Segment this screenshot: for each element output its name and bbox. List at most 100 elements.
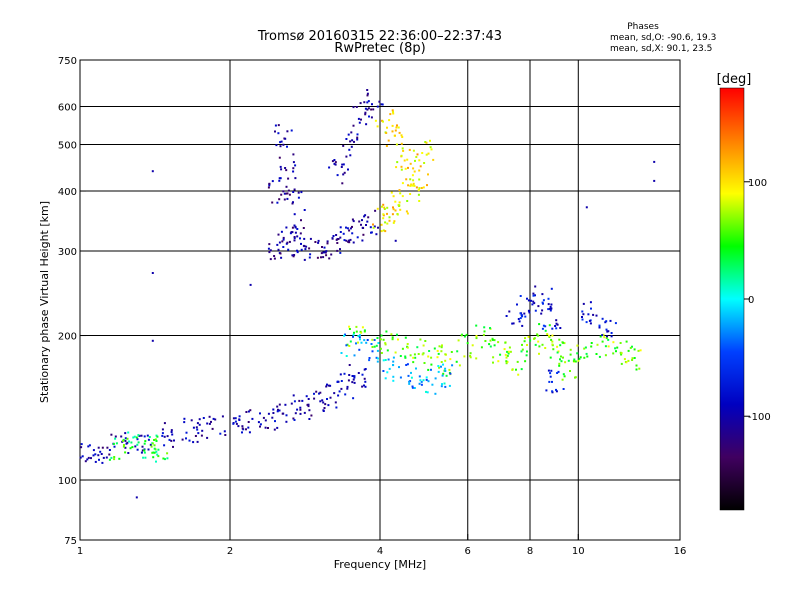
data-point-2-3-13 [302, 244, 305, 247]
data-point-2-11-0 [274, 124, 277, 127]
data-point-2-1-6 [280, 230, 283, 233]
data-point-3-8-11 [424, 141, 427, 143]
data-point-2-7-7 [348, 239, 350, 242]
data-point-4-9-3 [506, 354, 509, 357]
data-point-0-6-3 [212, 417, 215, 420]
data-point-0-1-10 [99, 450, 102, 453]
data-point-6-4-7 [550, 369, 553, 372]
data-point-3-0-12 [388, 219, 391, 222]
data-point-0-8-8 [245, 428, 247, 431]
data-point-6-0-13 [519, 317, 522, 320]
data-point-4-10-11 [526, 350, 528, 353]
y-tick-label-3: 300 [58, 247, 77, 258]
data-point-6-3-3 [541, 327, 544, 330]
data-point-0-7-0 [238, 415, 241, 418]
data-point-0-2-11 [108, 449, 111, 451]
data-point-1-3-12 [162, 457, 165, 460]
data-point-3-5-4 [404, 167, 407, 170]
data-point-4-2-4 [401, 347, 404, 350]
data-point-5-1-12 [377, 357, 379, 360]
data-point-0-13-3 [335, 406, 338, 409]
data-point-5-5-4 [443, 382, 446, 385]
data-point-2-16-2 [366, 101, 369, 104]
data-point-0-14-0 [353, 375, 356, 378]
data-point-2-15-4 [364, 113, 367, 116]
data-point-6-1-0 [526, 297, 528, 300]
data-point-2-9-4 [278, 179, 281, 182]
data-point-6-2-4 [547, 308, 550, 311]
data-point-5-5-12 [441, 383, 443, 386]
data-point-0-15-3 [348, 374, 351, 376]
data-point-2-11-2 [279, 141, 282, 144]
data-point-2-0-12 [269, 258, 272, 261]
data-point-4-0-10 [361, 326, 364, 329]
data-point-2-13-3 [340, 166, 343, 168]
data-point-0-7-5 [232, 417, 235, 420]
data-point-2-7-2 [352, 220, 355, 223]
data-point-1-1-4 [129, 447, 132, 450]
data-point-2-9-3 [283, 198, 286, 201]
data-point-4-17-8 [631, 359, 634, 361]
data-point-0-6-8 [197, 432, 200, 435]
data-point-0-12-5 [313, 392, 315, 395]
data-point-5-0-3 [343, 334, 346, 337]
data-point-2-16-7 [366, 92, 369, 95]
data-point-4-1-9 [379, 347, 382, 350]
data-point-2-14-8 [356, 138, 359, 141]
data-point-0-6-1 [202, 417, 205, 419]
data-point-6-1-2 [534, 294, 536, 297]
data-point-2-9-5 [283, 192, 286, 195]
data-point-2-15-1 [352, 124, 355, 127]
data-point-1-2-4 [148, 436, 151, 438]
data-point-6-5-9 [581, 318, 584, 321]
data-point-0-10-7 [293, 400, 296, 403]
data-point-2-5-8 [325, 250, 328, 253]
data-point-4-15-1 [607, 338, 610, 341]
data-point-3-4-9 [409, 162, 412, 165]
data-point-2-14-0 [345, 155, 348, 158]
data-point-0-11-7 [307, 398, 310, 400]
data-point-0-9-9 [259, 423, 262, 426]
data-point-5-1-5 [376, 360, 379, 363]
data-point-4-15-4 [603, 336, 606, 339]
data-point-4-10-2 [529, 339, 532, 342]
data-point-3-2-6 [392, 206, 394, 209]
data-point-1-3-2 [155, 460, 157, 463]
data-point-4-16-10 [619, 342, 622, 344]
data-point-2-1-4 [292, 255, 295, 258]
data-point-4-1-4 [379, 338, 382, 341]
data-point-3-2-3 [398, 189, 401, 192]
data-point-4-9-6 [520, 350, 523, 353]
data-point-4-14-11 [576, 344, 579, 347]
data-point-0-14-5 [351, 381, 354, 384]
y-tick-label-1: 100 [58, 476, 77, 487]
data-point-2-4-7 [324, 251, 327, 254]
data-point-4-6-13 [460, 334, 463, 337]
data-point-3-8-10 [418, 159, 421, 162]
data-point-4-12-7 [556, 351, 559, 354]
data-point-5-3-2 [408, 382, 411, 385]
data-point-5-2-8 [392, 375, 395, 378]
data-point-2-2-2 [299, 232, 302, 235]
data-point-2-9-6 [271, 201, 274, 204]
data-point-6-1-9 [531, 303, 534, 306]
data-point-0-4-3 [163, 422, 166, 425]
data-point-2-6-9 [337, 238, 340, 240]
data-point-5-0-11 [353, 354, 356, 357]
data-point-6-2-3 [550, 303, 553, 306]
data-point-6-4-6 [549, 372, 552, 375]
data-point-2-16-11 [378, 100, 381, 103]
data-point-0-8-10 [241, 425, 244, 428]
data-point-0-11-4 [298, 399, 301, 402]
data-point-0-6-4 [200, 434, 203, 437]
data-point-1-3-7 [152, 451, 155, 454]
data-point-0-4-10 [166, 435, 169, 438]
data-point-0-5-11 [183, 421, 186, 424]
data-point-0-12-2 [326, 398, 328, 400]
data-point-5-5-2 [441, 374, 444, 377]
data-point-0-10-13 [293, 419, 296, 421]
data-point-4-17-0 [633, 348, 636, 351]
x-tick-label-1: 2 [227, 546, 233, 557]
data-point-0-0-9 [80, 443, 83, 446]
data-point-0-14-13 [336, 380, 339, 383]
